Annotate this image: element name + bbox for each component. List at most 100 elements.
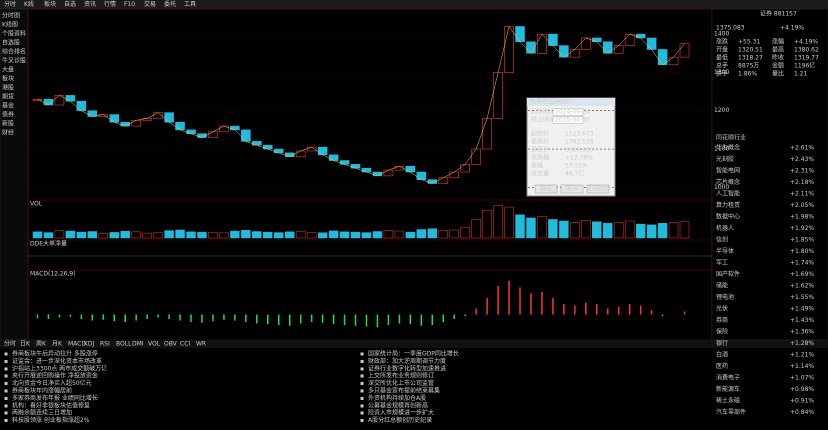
sector-name[interactable]: 储能 — [716, 282, 728, 290]
news-bullet: ▪ — [4, 388, 8, 395]
toolbar-item[interactable]: 工具 — [184, 1, 196, 8]
tab[interactable]: 周K — [36, 341, 47, 348]
menu-item[interactable]: 自选股 — [2, 39, 20, 47]
toolbar-item[interactable]: 自选 — [64, 0, 76, 8]
volume-bar — [350, 231, 361, 239]
sector-change: +2.61% — [790, 145, 814, 152]
sector-name[interactable]: 消费电子 — [716, 374, 740, 382]
news-item[interactable]: 深交所优化上市公司监管 — [368, 379, 434, 387]
volume-bar — [164, 230, 174, 239]
news-item[interactable]: 公募基金规模再创新高 — [368, 401, 428, 409]
sector-name[interactable]: 光伏 — [716, 305, 728, 313]
news-item[interactable]: 财政部：加大逆周期调节力度 — [368, 357, 446, 365]
sector-name[interactable]: 医药 — [716, 362, 728, 370]
button-label[interactable]: 确定 — [540, 185, 552, 193]
tab[interactable]: 月K — [52, 341, 63, 348]
tab[interactable]: KDJ — [84, 341, 95, 348]
sector-name[interactable]: 半导体 — [716, 247, 734, 255]
toolbar-item[interactable]: 委托 — [164, 0, 176, 8]
tab[interactable]: VOL — [148, 341, 161, 348]
sector-name[interactable]: 汽车零部件 — [716, 408, 746, 416]
news-item[interactable]: 两融余额连续三日增加 — [12, 409, 72, 417]
news-item[interactable]: 科技股领涨 创业板指涨超2% — [12, 416, 90, 424]
button-label[interactable]: 取消 — [566, 185, 578, 193]
toolbar-item[interactable]: 行情 — [104, 0, 116, 8]
news-item[interactable]: A股分红总额创历史纪录 — [368, 416, 432, 424]
tab[interactable]: DMI — [132, 341, 144, 348]
volume-bar — [76, 231, 87, 239]
menu-item[interactable]: 大盘 — [2, 66, 14, 74]
toolbar-item[interactable]: 资讯 — [84, 0, 96, 8]
volume-bar — [208, 232, 218, 239]
menu-item[interactable]: 分时图 — [2, 12, 20, 20]
sector-name[interactable]: 芯片概念 — [716, 178, 740, 186]
sector-name[interactable]: 华为概念 — [716, 144, 740, 152]
news-item[interactable]: 多只基金宣布提前结束募集 — [368, 387, 440, 395]
date-input[interactable] — [552, 108, 584, 116]
menu-item[interactable]: K线图 — [2, 21, 18, 29]
tab[interactable]: BOLL — [116, 341, 132, 348]
tab[interactable]: WR — [196, 341, 206, 348]
dialog-button[interactable] — [560, 184, 584, 194]
menu-item[interactable]: 期货 — [2, 93, 14, 101]
date-input[interactable] — [552, 116, 584, 124]
y-tick-label: 1100 — [714, 146, 729, 153]
news-item[interactable]: 机构：看好非银板块估值修复 — [12, 401, 90, 409]
volume-bar — [252, 231, 262, 239]
sector-name[interactable]: 机器人 — [716, 224, 734, 232]
tab[interactable]: OBV — [164, 341, 178, 348]
sector-name[interactable]: 新能源车 — [716, 385, 740, 393]
news-item[interactable]: 外资机构持续加仓A股 — [368, 394, 426, 402]
menu-item[interactable]: 板块 — [2, 75, 14, 83]
news-item[interactable]: 上交所发布业务规则修订 — [368, 372, 434, 380]
tab[interactable]: MACD — [68, 341, 86, 348]
menu-item[interactable]: 财经 — [2, 129, 14, 137]
field-value: 2025-04-30 — [555, 117, 590, 124]
sector-name[interactable]: 保险 — [716, 328, 728, 336]
sector-name[interactable]: 人工智能 — [716, 190, 740, 198]
tab[interactable]: RSI — [100, 341, 110, 348]
news-item[interactable]: 国家统计局：一季度GDP同比增长 — [368, 350, 459, 358]
toolbar-item[interactable]: F10 — [124, 1, 135, 8]
sector-name[interactable]: 国产软件 — [716, 270, 740, 278]
tab[interactable]: 分时 — [4, 340, 16, 348]
news-bullet: ▪ — [4, 417, 8, 424]
quote-label: 总手 — [716, 62, 728, 70]
sector-name[interactable]: 券商 — [716, 316, 728, 324]
sector-name[interactable]: 光刻胶 — [716, 155, 734, 163]
news-item[interactable]: 证监会：进一步深化资本市场改革 — [12, 357, 102, 365]
sector-name[interactable]: 锂电池 — [716, 293, 734, 301]
menu-item[interactable]: 债券 — [2, 111, 14, 119]
sector-name[interactable]: 银行 — [716, 339, 728, 347]
menu-item[interactable]: 个股资料 — [2, 30, 26, 38]
dialog-button[interactable] — [586, 184, 610, 194]
sector-name[interactable]: 白酒 — [716, 351, 728, 359]
news-item[interactable]: 券商板块年内涨幅居前 — [12, 387, 72, 395]
news-item[interactable]: 沪指站上3300点 两市成交额破万亿 — [12, 364, 107, 372]
sector-name[interactable]: 算力租赁 — [716, 201, 740, 209]
menu-item[interactable]: 港股 — [2, 84, 14, 92]
toolbar-item[interactable]: K线 — [24, 0, 34, 8]
news-item[interactable]: 证券行业数字化转型加速推进 — [368, 364, 446, 372]
sector-name[interactable]: 数据中心 — [716, 213, 740, 221]
news-item[interactable]: 险资入市规模进一步扩大 — [368, 409, 434, 417]
tab[interactable]: 日K — [20, 341, 31, 348]
sector-name[interactable]: 军工 — [716, 260, 728, 267]
tab[interactable]: CCI — [180, 341, 190, 348]
news-item[interactable]: 央行开展逆回购操作 净投放资金 — [12, 372, 98, 380]
button-label[interactable]: 区间统计 — [586, 185, 610, 193]
sector-name[interactable]: 智能电网 — [716, 167, 740, 175]
menu-item[interactable]: 综合排名 — [2, 48, 26, 56]
sector-name[interactable]: 信创 — [716, 236, 728, 244]
news-item[interactable]: 北向资金今日净买入超50亿元 — [12, 379, 92, 387]
sector-name[interactable]: 稀土永磁 — [716, 397, 740, 405]
toolbar-item[interactable]: 交易 — [144, 0, 156, 8]
news-item[interactable]: 券商板块午后异动拉升 多股涨停 — [12, 350, 98, 358]
news-item[interactable]: 多家券商发布年报 业绩同比增长 — [12, 394, 98, 402]
dialog-button[interactable] — [534, 184, 558, 194]
toolbar-item[interactable]: 分时 — [4, 0, 16, 8]
toolbar-item[interactable]: 板块 — [44, 0, 56, 8]
menu-item[interactable]: 新股 — [2, 120, 14, 128]
menu-item[interactable]: 基金 — [2, 102, 14, 110]
menu-item[interactable]: 牛叉诊股 — [2, 57, 26, 65]
